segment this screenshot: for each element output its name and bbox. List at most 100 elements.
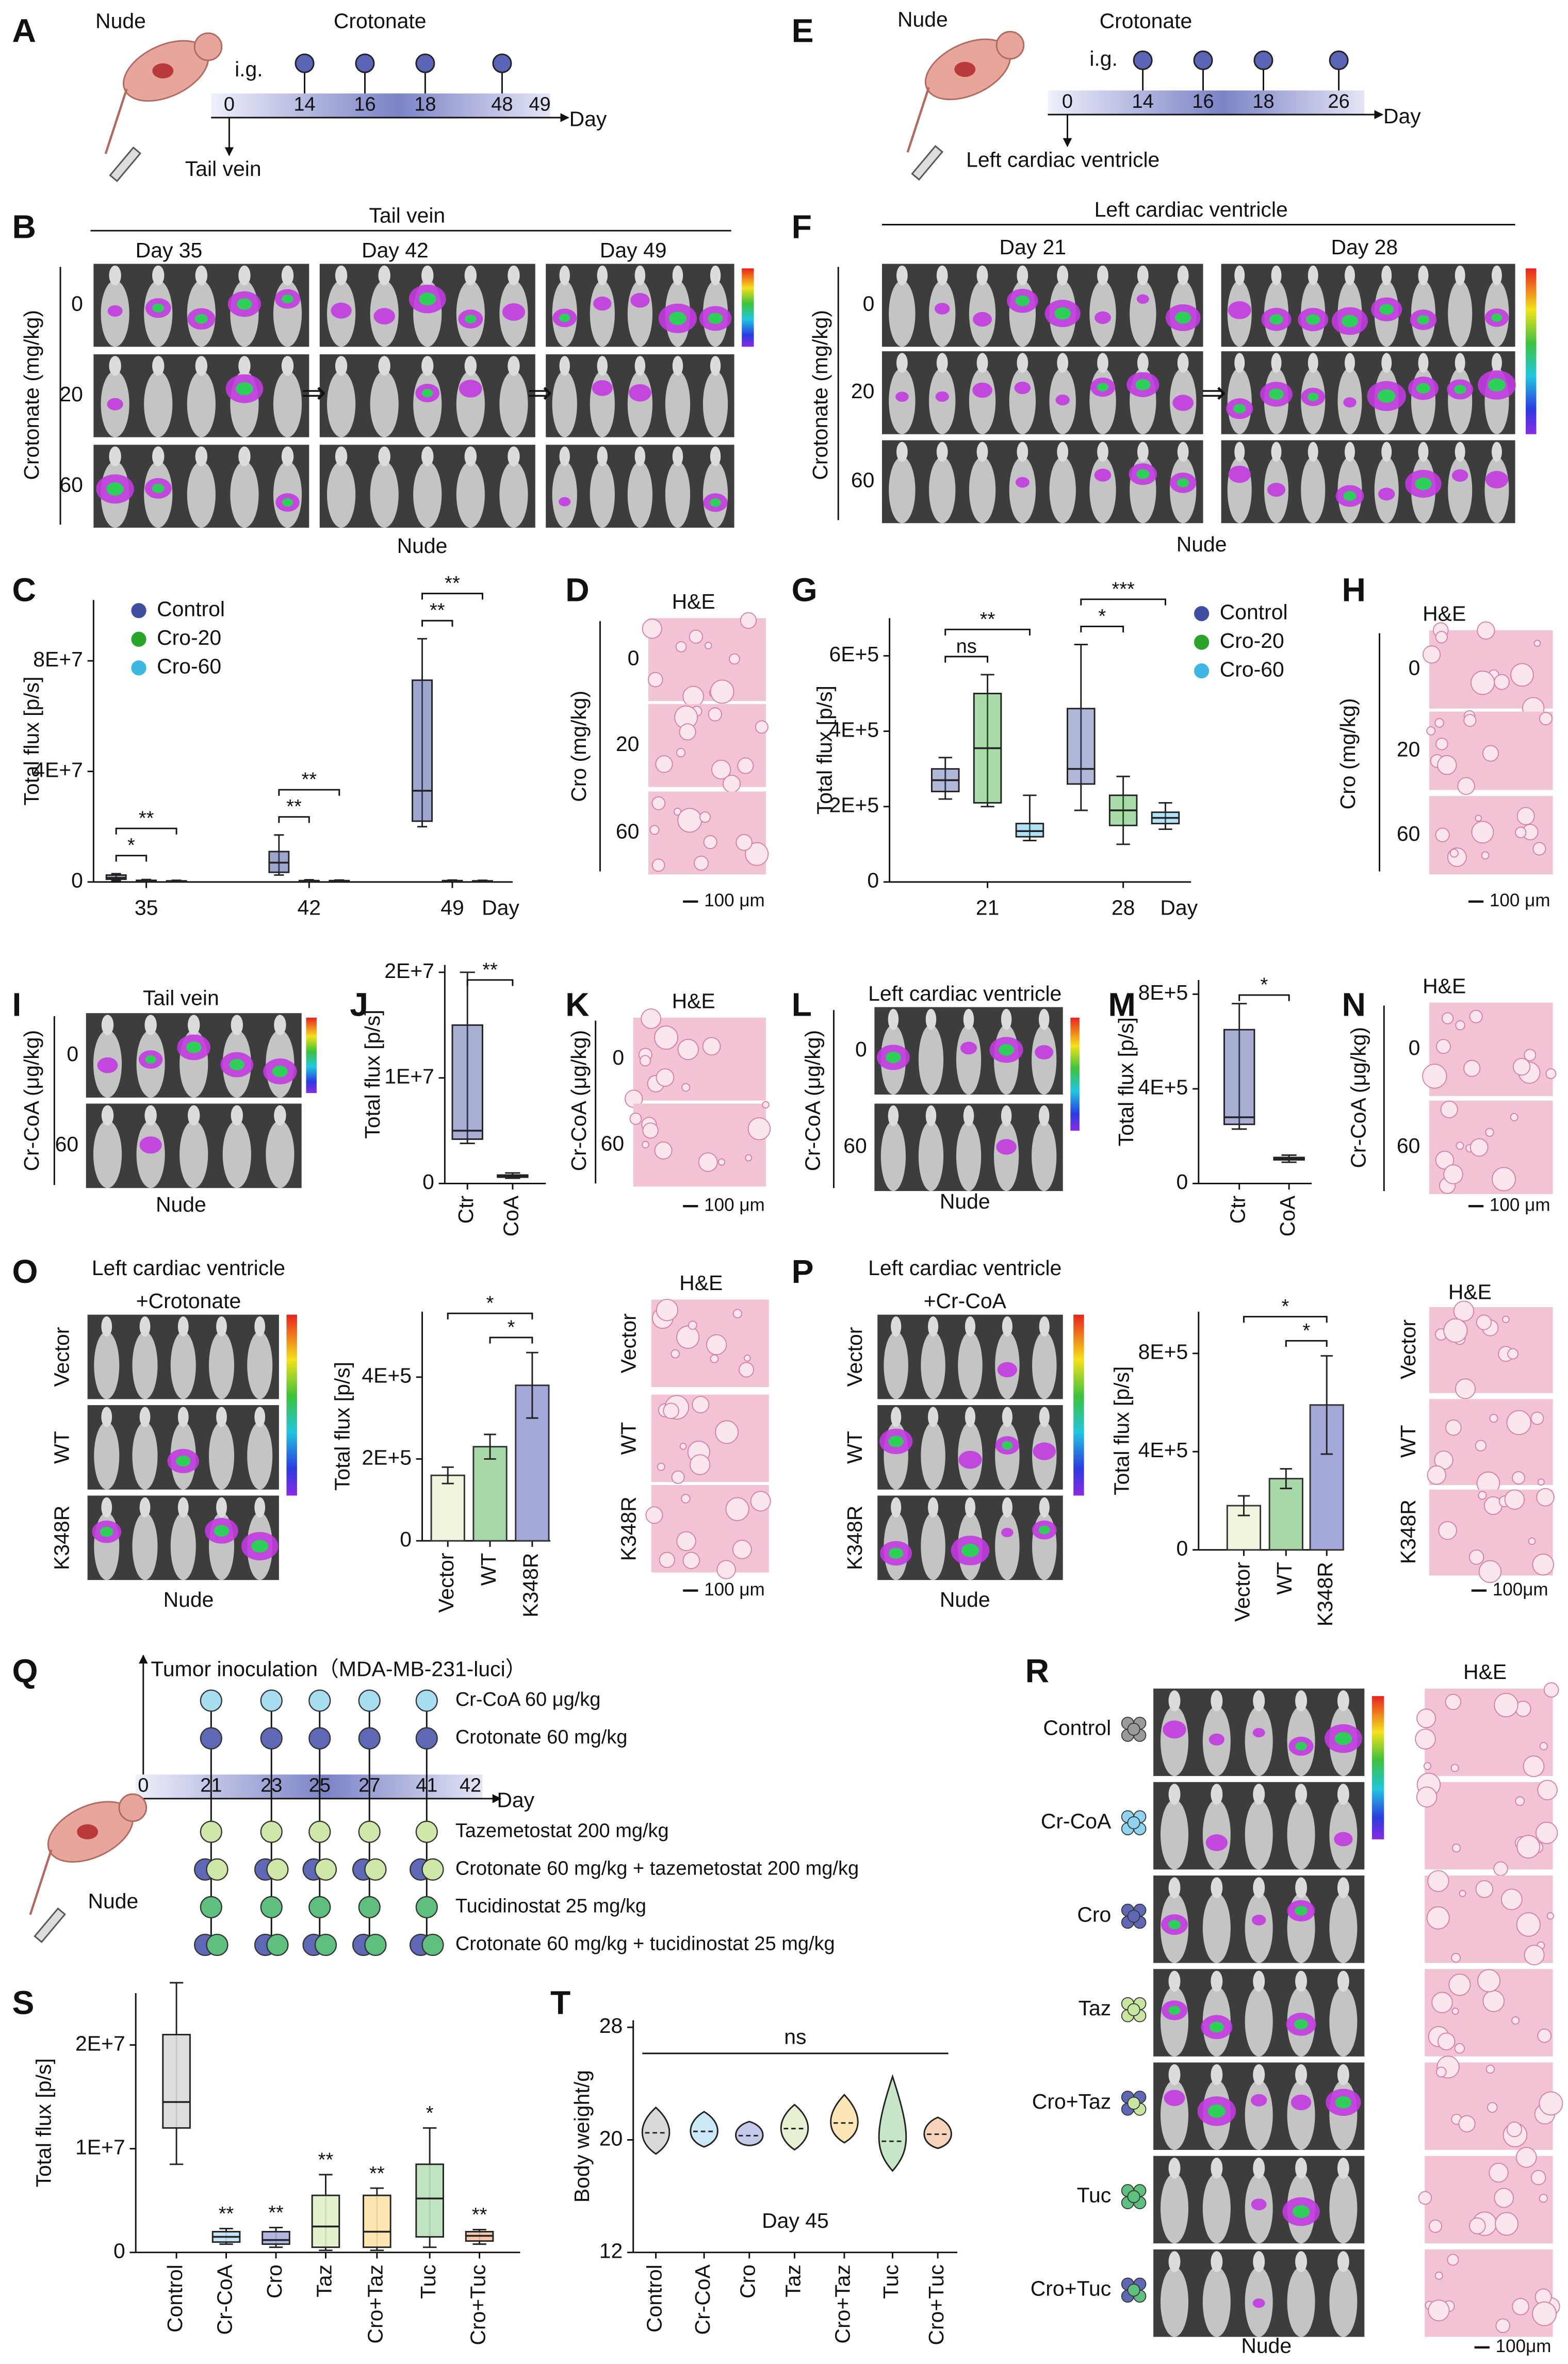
mouse-body bbox=[187, 461, 216, 528]
significance-bracket bbox=[489, 1336, 533, 1344]
mouse-head bbox=[177, 1407, 189, 1427]
mouse-head bbox=[281, 356, 294, 376]
signal bbox=[960, 1041, 977, 1055]
mouse-body bbox=[144, 371, 173, 437]
he-texture bbox=[676, 1325, 700, 1349]
he-texture bbox=[699, 811, 711, 823]
box bbox=[262, 2231, 290, 2245]
axis-unit: Day bbox=[1383, 104, 1421, 128]
axis-unit: Day bbox=[1160, 895, 1198, 919]
he-texture bbox=[1418, 2191, 1432, 2205]
he-texture bbox=[1422, 1064, 1447, 1089]
he-texture bbox=[698, 1152, 718, 1172]
label: Nude bbox=[164, 1588, 214, 1611]
he-texture bbox=[1476, 1314, 1492, 1330]
mouse-body bbox=[179, 1120, 208, 1188]
scale-label: 100μm bbox=[1496, 2336, 1551, 2356]
he-texture bbox=[1434, 718, 1444, 728]
violin bbox=[878, 2074, 907, 2172]
arrow: ⇒ bbox=[527, 376, 552, 410]
he-texture bbox=[1530, 2170, 1546, 2186]
violin bbox=[780, 2104, 809, 2151]
he-texture bbox=[1463, 714, 1477, 727]
he-texture bbox=[1482, 745, 1499, 762]
he-texture bbox=[1523, 1755, 1545, 1778]
he-image bbox=[648, 618, 766, 702]
day-label: 26 bbox=[1328, 91, 1349, 112]
row-label: 60 bbox=[1397, 822, 1420, 845]
mouse-head bbox=[216, 1316, 227, 1337]
mouse-head bbox=[335, 446, 348, 467]
significance-bracket bbox=[278, 816, 310, 823]
he-texture bbox=[1506, 2122, 1523, 2138]
mouse-head bbox=[1057, 353, 1069, 373]
he-texture bbox=[1428, 2300, 1450, 2322]
he-texture bbox=[723, 775, 741, 793]
mouse-head bbox=[274, 1015, 286, 1035]
label: Nude bbox=[1241, 2334, 1292, 2358]
signal bbox=[1172, 395, 1194, 411]
dose bbox=[206, 1858, 228, 1881]
label: H&E bbox=[1423, 974, 1466, 998]
mouse-body bbox=[1130, 280, 1156, 347]
mouse-body bbox=[969, 457, 996, 524]
mouse-body bbox=[1245, 2080, 1273, 2150]
mouse-body bbox=[969, 368, 996, 434]
mouse-body bbox=[1049, 457, 1076, 524]
mouse-head bbox=[335, 356, 348, 376]
signal-core bbox=[236, 382, 253, 396]
he-texture bbox=[1489, 2162, 1509, 2183]
he-texture bbox=[1429, 2219, 1442, 2233]
mouse-head bbox=[1002, 1316, 1012, 1337]
treatment: Crotonate 60 mg/kg + tazemetostat 200 mg… bbox=[455, 1857, 859, 1879]
signal bbox=[629, 384, 651, 402]
mouse-head bbox=[1211, 1690, 1223, 1711]
x-tick-label: K348R bbox=[1313, 1562, 1337, 1626]
mouse-head bbox=[144, 1015, 157, 1035]
panel-letter: O bbox=[12, 1253, 38, 1290]
signal-core bbox=[1054, 307, 1071, 320]
group-icon bbox=[1127, 2284, 1140, 2297]
he-image bbox=[633, 1103, 766, 1187]
he-texture bbox=[1471, 671, 1495, 695]
label: Day 42 bbox=[362, 238, 429, 262]
day-label: 23 bbox=[260, 1775, 282, 1797]
signal-core bbox=[1295, 1741, 1307, 1751]
dose bbox=[260, 1727, 283, 1750]
mouse-head bbox=[101, 1105, 114, 1126]
mouse-head bbox=[1295, 2251, 1307, 2272]
signal-core bbox=[106, 482, 124, 496]
significance-label: ** bbox=[268, 2202, 284, 2224]
he-texture bbox=[1435, 2066, 1447, 2078]
he-texture bbox=[702, 1037, 721, 1056]
he-texture bbox=[711, 759, 731, 780]
row-label: Vector bbox=[843, 1327, 867, 1387]
he-texture bbox=[1477, 621, 1495, 640]
mouse-head bbox=[1455, 265, 1465, 286]
significance-bracket bbox=[1285, 1340, 1328, 1347]
significance-bracket bbox=[944, 628, 1031, 635]
mouse-head bbox=[1271, 353, 1282, 373]
x-tick-label: Taz bbox=[781, 2264, 805, 2297]
label: Tail vein bbox=[185, 157, 262, 181]
dose bbox=[364, 1858, 387, 1881]
significance-label: ** bbox=[318, 2149, 334, 2171]
mouse-head bbox=[238, 265, 251, 286]
mouse-body bbox=[456, 461, 485, 528]
note: Day 45 bbox=[762, 2209, 829, 2232]
significance-bracket bbox=[115, 855, 148, 862]
signal-core bbox=[1168, 1920, 1181, 1930]
he-texture bbox=[725, 1497, 749, 1521]
signal bbox=[1163, 1720, 1186, 1739]
mouse-head bbox=[710, 356, 721, 376]
significance-label: * bbox=[1261, 974, 1268, 996]
mouse-body bbox=[1202, 1893, 1231, 1963]
dose bbox=[358, 1727, 381, 1750]
label: Nude bbox=[88, 1889, 138, 1913]
mouse-body bbox=[958, 1331, 983, 1399]
scale-label: 100μm bbox=[1493, 1579, 1548, 1600]
he-texture bbox=[745, 1154, 753, 1162]
he-texture bbox=[1495, 2212, 1518, 2236]
mouse-body bbox=[1161, 1706, 1189, 1776]
signal-core bbox=[1207, 2104, 1226, 2118]
